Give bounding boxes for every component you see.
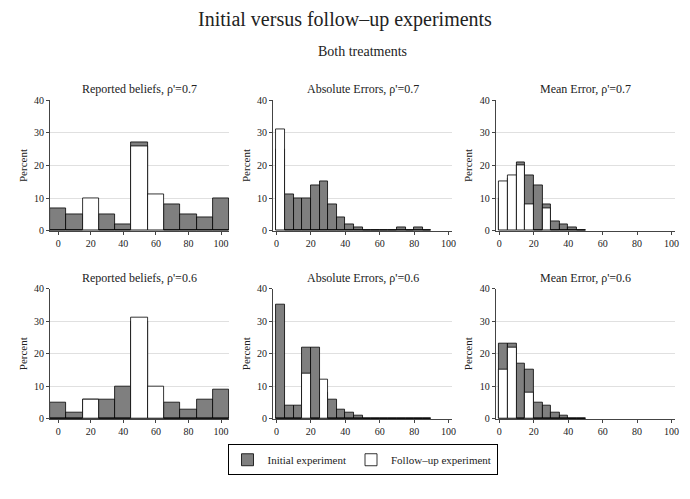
svg-text:Absolute Errors, ρ'=0.7: Absolute Errors, ρ'=0.7	[307, 82, 419, 96]
svg-text:10: 10	[257, 193, 267, 204]
svg-text:0: 0	[497, 238, 502, 249]
svg-text:Reported beliefs, ρ'=0.7: Reported beliefs, ρ'=0.7	[82, 82, 197, 96]
svg-text:10: 10	[480, 193, 490, 204]
svg-text:30: 30	[480, 127, 490, 138]
svg-text:100: 100	[441, 426, 456, 437]
svg-text:20: 20	[529, 426, 539, 437]
svg-text:20: 20	[306, 238, 316, 249]
svg-text:0: 0	[485, 225, 490, 236]
svg-text:40: 40	[118, 426, 128, 437]
svg-text:20: 20	[529, 238, 539, 249]
svg-text:80: 80	[183, 238, 193, 249]
svg-text:40: 40	[563, 238, 573, 249]
svg-text:30: 30	[34, 127, 44, 138]
svg-text:100: 100	[214, 238, 229, 249]
svg-text:80: 80	[632, 238, 642, 249]
svg-text:60: 60	[375, 238, 385, 249]
svg-text:60: 60	[375, 426, 385, 437]
svg-text:40: 40	[340, 426, 350, 437]
svg-text:0: 0	[262, 413, 267, 424]
svg-text:100: 100	[214, 426, 229, 437]
svg-text:20: 20	[86, 238, 96, 249]
svg-text:20: 20	[34, 348, 44, 359]
svg-text:20: 20	[86, 426, 96, 437]
svg-text:60: 60	[151, 238, 161, 249]
svg-text:0: 0	[39, 413, 44, 424]
svg-text:80: 80	[183, 426, 193, 437]
svg-text:40: 40	[34, 283, 44, 294]
svg-text:20: 20	[306, 426, 316, 437]
svg-text:80: 80	[632, 426, 642, 437]
svg-text:30: 30	[34, 316, 44, 327]
svg-text:Percent: Percent	[240, 149, 252, 182]
svg-text:20: 20	[257, 160, 267, 171]
svg-text:20: 20	[34, 160, 44, 171]
svg-text:40: 40	[34, 95, 44, 106]
svg-text:10: 10	[257, 381, 267, 392]
svg-text:Mean Error, ρ'=0.6: Mean Error, ρ'=0.6	[540, 271, 631, 285]
svg-text:40: 40	[118, 238, 128, 249]
svg-text:20: 20	[480, 160, 490, 171]
svg-text:60: 60	[598, 238, 608, 249]
svg-text:20: 20	[257, 348, 267, 359]
svg-text:Initial experiment: Initial experiment	[268, 454, 347, 466]
svg-text:10: 10	[480, 381, 490, 392]
svg-text:20: 20	[480, 348, 490, 359]
svg-text:40: 40	[480, 95, 490, 106]
svg-text:60: 60	[598, 426, 608, 437]
svg-text:Percent: Percent	[17, 337, 29, 370]
svg-text:30: 30	[257, 127, 267, 138]
svg-text:100: 100	[441, 238, 456, 249]
svg-text:100: 100	[664, 426, 679, 437]
svg-text:0: 0	[56, 426, 61, 437]
svg-text:0: 0	[274, 238, 279, 249]
svg-text:Initial versus follow–up exper: Initial versus follow–up experiments	[198, 8, 492, 31]
svg-text:Reported beliefs, ρ'=0.6: Reported beliefs, ρ'=0.6	[82, 271, 197, 285]
svg-text:10: 10	[34, 381, 44, 392]
svg-text:40: 40	[563, 426, 573, 437]
svg-text:0: 0	[39, 225, 44, 236]
svg-text:30: 30	[480, 316, 490, 327]
svg-text:Follow–up experiment: Follow–up experiment	[391, 454, 491, 466]
svg-text:Mean Error, ρ'=0.7: Mean Error, ρ'=0.7	[540, 82, 631, 96]
svg-text:0: 0	[274, 426, 279, 437]
svg-text:Percent: Percent	[240, 337, 252, 370]
svg-text:40: 40	[257, 95, 267, 106]
svg-text:Percent: Percent	[462, 149, 474, 182]
svg-text:40: 40	[480, 283, 490, 294]
svg-text:80: 80	[409, 426, 419, 437]
svg-text:40: 40	[340, 238, 350, 249]
svg-text:0: 0	[497, 426, 502, 437]
svg-text:80: 80	[409, 238, 419, 249]
svg-text:0: 0	[485, 413, 490, 424]
svg-text:Percent: Percent	[462, 337, 474, 370]
svg-text:40: 40	[257, 283, 267, 294]
svg-text:30: 30	[257, 316, 267, 327]
svg-text:60: 60	[151, 426, 161, 437]
svg-text:100: 100	[664, 238, 679, 249]
svg-text:Absolute Errors, ρ'=0.6: Absolute Errors, ρ'=0.6	[307, 271, 419, 285]
svg-text:0: 0	[262, 225, 267, 236]
svg-text:Both treatments: Both treatments	[318, 44, 407, 59]
svg-text:0: 0	[56, 238, 61, 249]
svg-text:Percent: Percent	[17, 149, 29, 182]
svg-text:10: 10	[34, 193, 44, 204]
